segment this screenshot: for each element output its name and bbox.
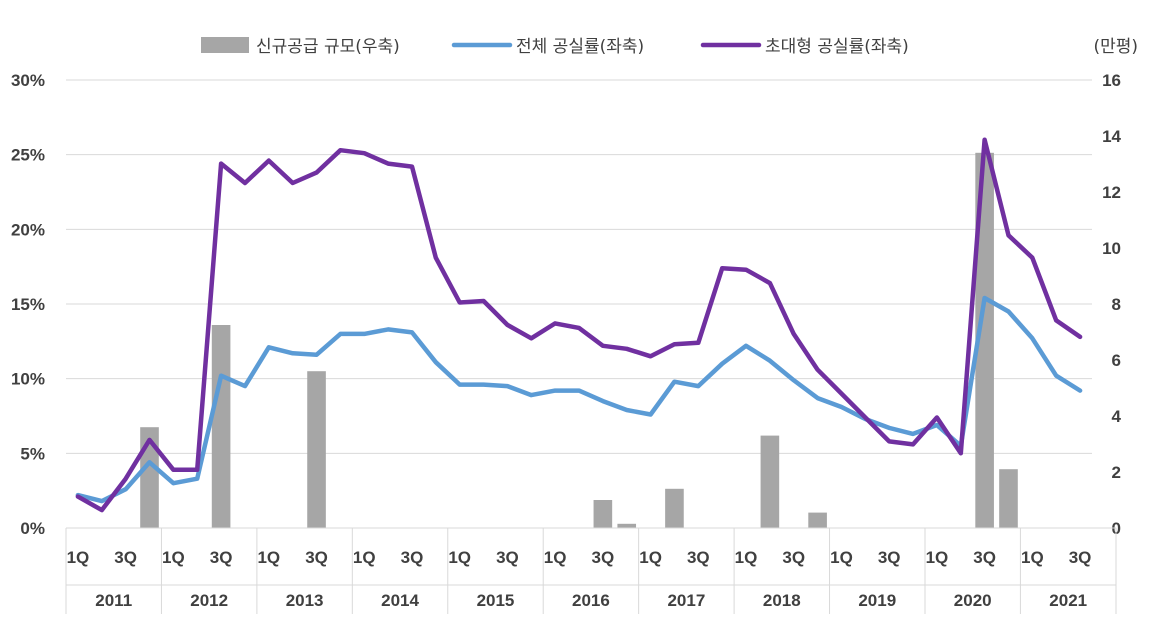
- right-y-tick-label: 14: [1102, 127, 1121, 146]
- right-y-axis: 0246810121416(만평): [1093, 37, 1138, 538]
- year-label: 2021: [1049, 591, 1087, 610]
- supply-bar: [975, 152, 994, 529]
- quarter-tick-label: 1Q: [448, 548, 471, 567]
- quarter-tick-label: 3Q: [687, 548, 710, 567]
- supply-bar: [307, 371, 326, 528]
- supply-bar: [808, 512, 827, 528]
- quarter-tick-label: 3Q: [496, 548, 519, 567]
- quarter-tick-label: 1Q: [162, 548, 185, 567]
- supply-bar: [140, 427, 159, 528]
- total-vacancy-line: [75, 295, 1083, 504]
- quarter-tick-label: 1Q: [735, 548, 758, 567]
- year-label: 2015: [477, 591, 515, 610]
- quarter-tick-label: 3Q: [782, 548, 805, 567]
- supply-bar: [617, 523, 637, 528]
- left-y-tick-label: 20%: [11, 220, 45, 239]
- year-label: 2013: [286, 591, 324, 610]
- left-y-tick-label: 10%: [11, 370, 45, 389]
- quarter-tick-label: 1Q: [1021, 548, 1044, 567]
- supply-bar: [211, 325, 231, 528]
- legend-label: 신규공급 규모(우축): [256, 37, 400, 57]
- left-y-tick-label: 15%: [11, 295, 45, 314]
- right-y-tick-label: 8: [1112, 295, 1121, 314]
- right-y-unit-label: (만평): [1093, 37, 1138, 57]
- prime-vacancy-line: [75, 137, 1083, 513]
- right-y-tick-label: 10: [1102, 239, 1121, 258]
- year-label: 2012: [190, 591, 228, 610]
- quarter-tick-label: 1Q: [257, 548, 280, 567]
- left-y-tick-label: 5%: [20, 444, 45, 463]
- supply-bar: [999, 469, 1018, 528]
- quarter-tick-label: 3Q: [1069, 548, 1092, 567]
- quarter-tick-label: 1Q: [353, 548, 376, 567]
- quarter-tick-label: 3Q: [592, 548, 615, 567]
- legend: 신규공급 규모(우축) 전체 공실률(좌축) 초대형 공실률(좌축): [201, 37, 909, 57]
- bar-series-new-supply: [140, 152, 1018, 529]
- year-label: 2014: [381, 591, 419, 610]
- quarter-tick-label: 1Q: [830, 548, 853, 567]
- legend-swatch-bar: [201, 37, 249, 53]
- quarter-tick-label: 3Q: [210, 548, 233, 567]
- left-y-tick-label: 30%: [11, 71, 45, 90]
- year-label: 2017: [667, 591, 705, 610]
- year-label: 2019: [858, 591, 896, 610]
- right-y-tick-label: 16: [1102, 71, 1121, 90]
- supply-bar: [665, 488, 684, 528]
- quarter-tick-label: 3Q: [401, 548, 424, 567]
- x-axis: 1Q 3Q 2011 1Q 3Q 2012 1Q 3Q 2013 1Q 3Q 2014 1Q 3Q 2015…: [65, 527, 1117, 614]
- quarter-tick-label: 1Q: [926, 548, 949, 567]
- quarter-tick-label: 3Q: [878, 548, 901, 567]
- year-label: 2016: [572, 591, 610, 610]
- line-series: [75, 137, 1083, 513]
- year-label: 2020: [954, 591, 992, 610]
- right-y-tick-label: 4: [1112, 407, 1122, 426]
- right-y-tick-label: 12: [1102, 183, 1121, 202]
- right-y-tick-label: 2: [1112, 463, 1121, 482]
- gridlines: [66, 79, 1092, 529]
- left-y-tick-label: 25%: [11, 146, 45, 165]
- supply-bar: [760, 435, 780, 528]
- quarter-tick-label: 3Q: [973, 548, 996, 567]
- left-y-axis: 0% 5% 10% 15% 20% 25% 30%: [11, 71, 45, 538]
- supply-bar: [593, 500, 613, 528]
- quarter-tick-label: 1Q: [544, 548, 567, 567]
- left-y-tick-label: 0%: [20, 519, 45, 538]
- quarter-tick-label: 3Q: [114, 548, 137, 567]
- legend-label: 전체 공실률(좌축): [516, 37, 644, 57]
- legend-label: 초대형 공실률(좌축): [765, 37, 909, 57]
- quarter-tick-label: 1Q: [639, 548, 662, 567]
- year-label: 2011: [95, 591, 132, 610]
- quarter-tick-label: 1Q: [67, 548, 90, 567]
- year-label: 2018: [763, 591, 801, 610]
- quarter-tick-label: 3Q: [305, 548, 328, 567]
- right-y-tick-label: 6: [1112, 351, 1121, 370]
